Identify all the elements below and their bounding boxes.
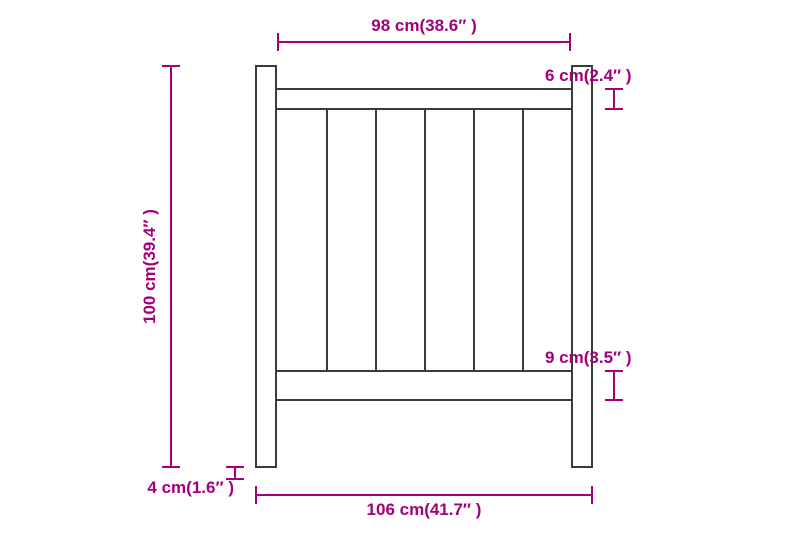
dim-depth-label: 4 cm(1.6″ ) [122, 478, 234, 498]
left-post-top [255, 65, 277, 67]
left-post-outer [255, 65, 257, 468]
right-post-inner [571, 65, 573, 468]
dim-bottom-width-bar [255, 494, 593, 496]
slat-1 [326, 110, 328, 370]
dim-height-label: 100 cm(39.4″ ) [140, 65, 160, 468]
dim-height-bar [170, 65, 172, 468]
left-post-bottom [255, 466, 277, 468]
dim-top-rail-label: 6 cm(2.4″ ) [545, 66, 705, 86]
dim-bottom-rail-cap-t [605, 370, 623, 372]
slat-4 [473, 110, 475, 370]
dim-height-cap-t [162, 65, 180, 67]
bottom-rail-bottom [277, 399, 571, 401]
left-post-inner [275, 65, 277, 468]
dim-bottom-rail-bar [613, 370, 615, 401]
dim-top-rail-bar [613, 88, 615, 110]
dim-height-cap-b [162, 466, 180, 468]
dim-bottom-rail-label: 9 cm(3.5″ ) [545, 348, 705, 368]
bottom-rail-top [277, 370, 571, 372]
slat-3 [424, 110, 426, 370]
right-post-bottom [571, 466, 593, 468]
right-post-outer [591, 65, 593, 468]
dim-bottom-rail-cap-b [605, 399, 623, 401]
dim-top-width-label: 98 cm(38.6″ ) [277, 16, 571, 36]
dim-top-rail-cap-b [605, 108, 623, 110]
slat-2 [375, 110, 377, 370]
dim-top-width-bar [277, 41, 571, 43]
dim-depth-cap-t [226, 466, 244, 468]
dim-bottom-width-label: 106 cm(41.7″ ) [255, 500, 593, 520]
slat-5 [522, 110, 524, 370]
diagram-stage: 98 cm(38.6″ ) 100 cm(39.4″ ) 4 cm(1.6″ )… [0, 0, 800, 533]
top-rail-top [277, 88, 571, 90]
dim-top-rail-cap-t [605, 88, 623, 90]
